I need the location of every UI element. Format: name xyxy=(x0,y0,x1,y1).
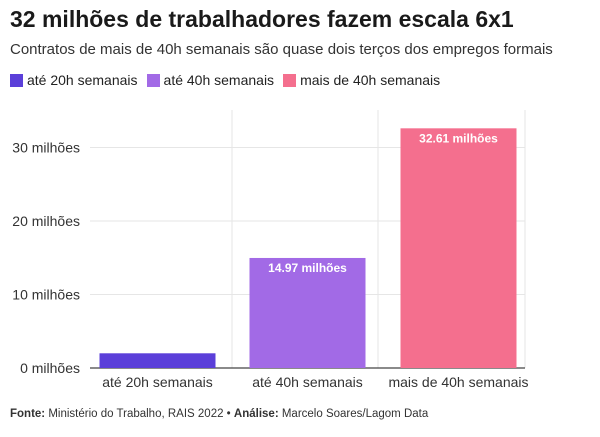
legend-item-ate-20h: até 20h semanais xyxy=(10,72,138,88)
analysis-label: Análise: xyxy=(233,408,279,420)
y-tick-label: 30 milhões xyxy=(12,140,80,156)
legend-item-ate-40h: até 40h semanais xyxy=(146,72,275,88)
bar xyxy=(99,353,216,368)
bar xyxy=(400,128,517,368)
bar-chart: 0 milhões 10 milhões 20 milhões 30 milhões a… xyxy=(12,110,529,390)
x-tick-label: até 40h semanais xyxy=(252,374,363,390)
x-tick-label: até 20h semanais xyxy=(102,374,213,390)
data-label: 32.61 milhões xyxy=(419,131,498,145)
source-label: Fonte: xyxy=(10,408,46,420)
legend-swatch xyxy=(283,73,297,87)
legend-item-mais-40h: mais de 40h semanais xyxy=(283,72,440,88)
x-tick-label: mais de 40h semanais xyxy=(388,374,528,390)
analysis-text: Marcelo Soares/Lagom Data xyxy=(278,408,429,420)
y-tick-label: 0 milhões xyxy=(20,360,80,376)
legend-label: mais de 40h semanais xyxy=(300,72,441,88)
legend-swatch xyxy=(10,73,23,87)
data-label: 14.97 milhões xyxy=(268,261,347,275)
legend-label: até 40h semanais xyxy=(163,72,275,88)
chart-title: 32 milhões de trabalhadores fazem escala… xyxy=(10,6,514,32)
legend: até 20h semanais até 40h semanais mais d… xyxy=(10,72,442,88)
legend-label: até 20h semanais xyxy=(27,72,138,88)
legend-swatch xyxy=(146,73,160,87)
chart-subtitle: Contratos de mais de 40h semanais são qu… xyxy=(10,41,553,58)
footer: Fonte: Ministério do Trabalho, RAIS 2022… xyxy=(10,408,428,420)
y-tick-label: 20 milhões xyxy=(12,213,80,229)
source-text: Ministério do Trabalho, RAIS 2022 • xyxy=(45,408,234,420)
y-tick-label: 10 milhões xyxy=(12,287,80,303)
bar xyxy=(249,257,366,368)
